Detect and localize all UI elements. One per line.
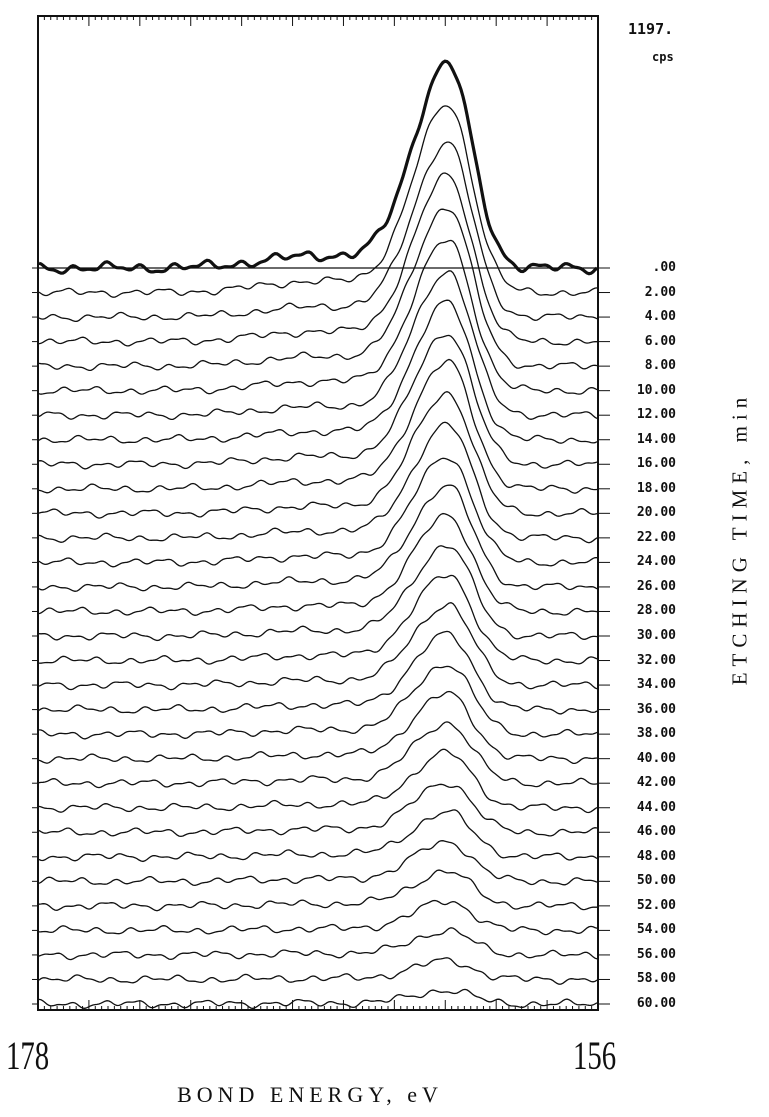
spectrum-line-18.00 [38, 358, 598, 494]
spectrum-line-16.00 [38, 334, 598, 470]
x-tick-label-156: 156 [573, 1033, 617, 1078]
etching-time-label: 46.00 [636, 824, 676, 840]
y-unit-label: cps [652, 50, 674, 64]
axis-ticks [32, 16, 610, 1010]
etching-time-label: 26.00 [636, 578, 676, 594]
etching-time-label: 54.00 [636, 922, 676, 938]
plot-border [37, 15, 599, 1011]
spectrum-line-30.00 [38, 545, 598, 642]
spectrum-line-56.00 [38, 927, 598, 961]
etching-time-label: 2.00 [644, 284, 676, 300]
etching-time-label: 16.00 [636, 456, 676, 472]
etching-time-label: 18.00 [636, 480, 676, 496]
spectrum-line-4.00 [38, 141, 598, 323]
etching-time-label: 50.00 [636, 873, 676, 889]
spectrum-line-.00 [38, 59, 599, 276]
spectrum-line-22.00 [38, 421, 598, 544]
spectrum-line-58.00 [38, 957, 598, 985]
spectrum-line-42.00 [38, 721, 598, 789]
etching-time-label: 42.00 [636, 775, 676, 791]
spectrum-line-12.00 [38, 270, 598, 421]
spectrum-line-8.00 [38, 208, 598, 372]
etching-time-label: 24.00 [636, 554, 676, 570]
y-max-label: 1197. [628, 20, 674, 38]
etching-time-label: 8.00 [644, 358, 676, 374]
spectrum-line-46.00 [38, 783, 598, 838]
etching-time-label: 12.00 [636, 407, 676, 423]
etching-time-label: 40.00 [636, 750, 676, 766]
spectrum-line-34.00 [38, 602, 598, 691]
etching-time-label: 52.00 [636, 897, 676, 913]
etching-time-label: 60.00 [636, 996, 676, 1011]
etching-time-label: 36.00 [636, 701, 676, 717]
spectrum-line-20.00 [38, 391, 598, 519]
etching-time-label: 20.00 [636, 505, 676, 521]
spectrum-line-54.00 [38, 899, 598, 936]
x-axis-label: BOND ENERGY, eV [177, 1082, 443, 1107]
y-axis-label: ETCHING TIME, min [727, 391, 752, 686]
plot-frame [37, 15, 599, 1011]
spectrum-line-40.00 [38, 690, 598, 765]
etching-time-label: 28.00 [636, 603, 676, 619]
spectrum-line-36.00 [38, 630, 598, 715]
etching-time-label: 6.00 [644, 333, 676, 349]
spectrum-line-28.00 [38, 512, 598, 616]
etching-time-label: 48.00 [636, 848, 676, 864]
etching-time-label: 30.00 [636, 628, 676, 643]
etching-time-label: 38.00 [636, 726, 676, 742]
etching-time-label: 32.00 [636, 652, 676, 668]
spectrum-line-48.00 [38, 809, 598, 863]
spectrum-line-24.00 [38, 457, 598, 568]
spectrum-line-26.00 [38, 484, 598, 592]
x-tick-label-178: 178 [6, 1033, 50, 1078]
etching-time-label: 44.00 [636, 799, 676, 815]
spectrum-line-50.00 [38, 840, 598, 887]
spectrum-line-6.00 [38, 172, 597, 347]
etching-time-label: 10.00 [636, 382, 676, 398]
spectrum-line-32.00 [38, 574, 598, 665]
spectrum-line-10.00 [38, 239, 598, 395]
etching-time-label: .00 [652, 260, 676, 275]
etching-time-label: 4.00 [644, 309, 676, 325]
spectrum-line-14.00 [38, 299, 598, 444]
spectrum-line-2.00 [38, 105, 598, 298]
spectrum-line-38.00 [38, 665, 598, 740]
spectrum-line-44.00 [38, 748, 598, 814]
spectrum-line-52.00 [38, 869, 597, 912]
etching-time-label: 14.00 [636, 431, 676, 447]
etching-time-label: 34.00 [636, 677, 676, 693]
etching-time-label: 22.00 [636, 529, 676, 545]
spectrum-line-60.00 [38, 988, 598, 1010]
etching-time-label: 58.00 [636, 971, 676, 987]
etching-time-label: 56.00 [636, 946, 676, 962]
spectra-series [38, 59, 599, 1010]
